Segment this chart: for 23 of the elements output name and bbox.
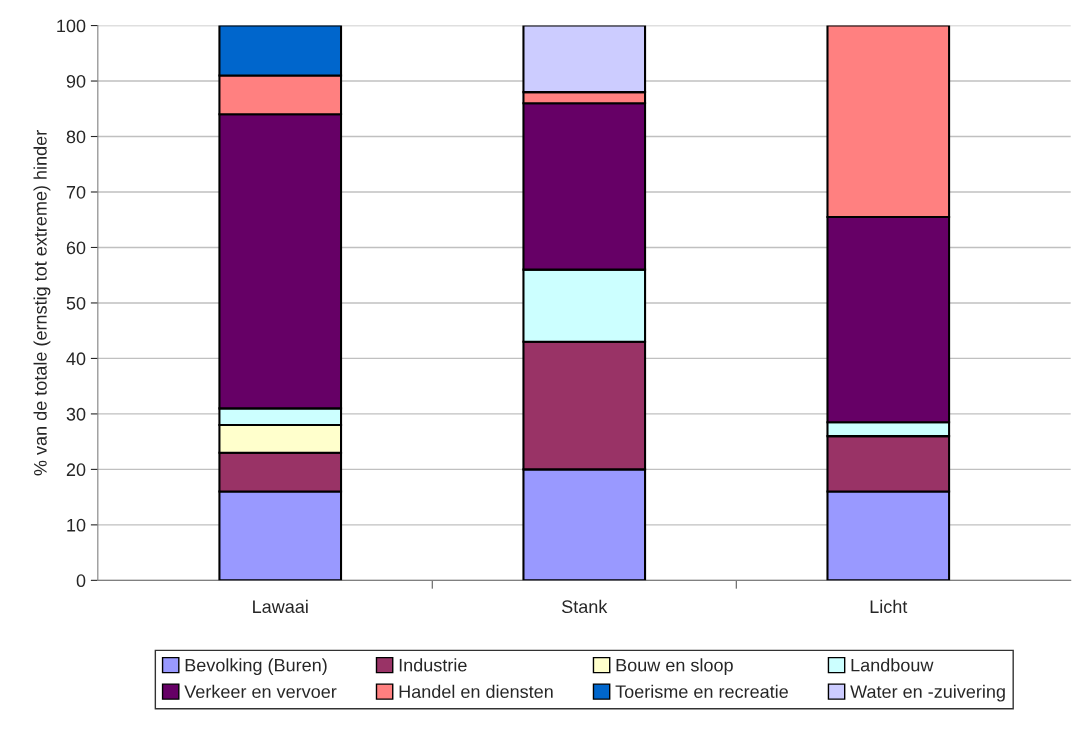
legend-label: Water en -zuivering	[850, 684, 1005, 702]
x-tick-label: Stank	[562, 599, 608, 614]
y-tick-label: 20	[66, 463, 86, 477]
y-tick-label: 60	[66, 241, 86, 255]
y-tick-label: 80	[66, 130, 86, 144]
legend-label: Handel en diensten	[399, 684, 553, 699]
y-tick-label: 30	[66, 407, 86, 421]
legend-label: Landbouw	[851, 658, 934, 672]
legend-label: Bouw en sloop	[616, 658, 733, 676]
legend-label: Toerisme en recreatie	[615, 684, 788, 699]
legend-label: Industrie	[399, 658, 467, 672]
y-tick-label: 90	[66, 74, 86, 88]
x-tick-label: Licht	[870, 599, 908, 614]
y-tick-label: 70	[66, 185, 86, 199]
y-tick-label: 0	[76, 574, 86, 588]
y-tick-label: 100	[57, 19, 86, 33]
y-tick-label: 50	[66, 296, 86, 310]
legend-label: Bevolking (Buren)	[185, 658, 327, 676]
x-tick-label: Lawaai	[253, 599, 308, 614]
y-tick-label: 10	[67, 518, 86, 532]
y-tick-label: 40	[66, 352, 86, 366]
legend-label: Verkeer en vervoer	[184, 684, 337, 699]
y-axis-title: % van de totale (ernstig tot extreme) hinder	[33, 130, 51, 476]
